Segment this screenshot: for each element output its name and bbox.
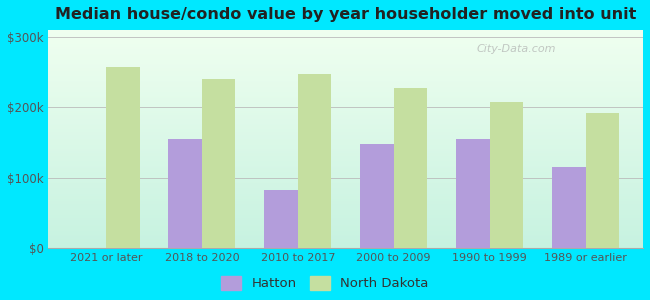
Bar: [298, 74, 332, 248]
Bar: [360, 144, 394, 248]
Bar: [106, 67, 140, 248]
Legend: Hatton, North Dakota: Hatton, North Dakota: [221, 276, 429, 290]
Title: Median house/condo value by year householder moved into unit: Median house/condo value by year househo…: [55, 7, 636, 22]
Bar: [586, 113, 619, 248]
Bar: [394, 88, 427, 248]
Bar: [552, 167, 586, 248]
Bar: [489, 102, 523, 248]
Bar: [168, 139, 202, 248]
Bar: [202, 79, 235, 248]
Bar: [456, 139, 489, 248]
Text: City-Data.com: City-Data.com: [476, 44, 556, 54]
Bar: [264, 190, 298, 248]
